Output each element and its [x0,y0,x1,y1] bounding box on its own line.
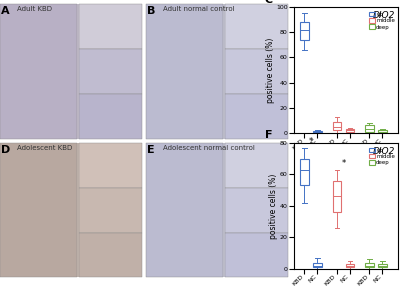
Bar [225,4,288,49]
Bar [225,233,288,277]
Text: Adult normal control: Adult normal control [163,6,235,12]
Text: B: B [148,6,156,16]
Bar [146,4,223,139]
Text: Adolescent normal control: Adolescent normal control [163,145,255,151]
Y-axis label: positive cells (%): positive cells (%) [270,173,278,239]
Text: Adult KBD: Adult KBD [17,6,52,12]
Text: F: F [265,130,272,140]
Text: D: D [2,145,11,155]
Text: DIO2: DIO2 [372,11,395,20]
Text: DIO2: DIO2 [372,147,395,156]
Bar [79,143,142,188]
Bar [225,94,288,139]
Text: C: C [265,0,273,5]
Bar [0,143,77,277]
Text: A: A [2,6,10,16]
Text: *: * [309,137,313,146]
Legend: up, middle, deep: up, middle, deep [367,10,397,32]
Text: *: * [341,159,346,168]
Text: E: E [148,145,155,155]
Bar [79,49,142,94]
Bar [79,4,142,49]
Bar [225,49,288,94]
Bar [225,188,288,233]
Bar [79,233,142,277]
Y-axis label: positive cells (%): positive cells (%) [266,37,275,103]
Bar [0,4,77,139]
Bar [146,143,223,277]
Text: Adolescent KBD: Adolescent KBD [17,145,72,151]
Legend: up, middle, deep: up, middle, deep [367,146,397,168]
Bar [225,143,288,188]
Bar [79,94,142,139]
Bar [79,188,142,233]
